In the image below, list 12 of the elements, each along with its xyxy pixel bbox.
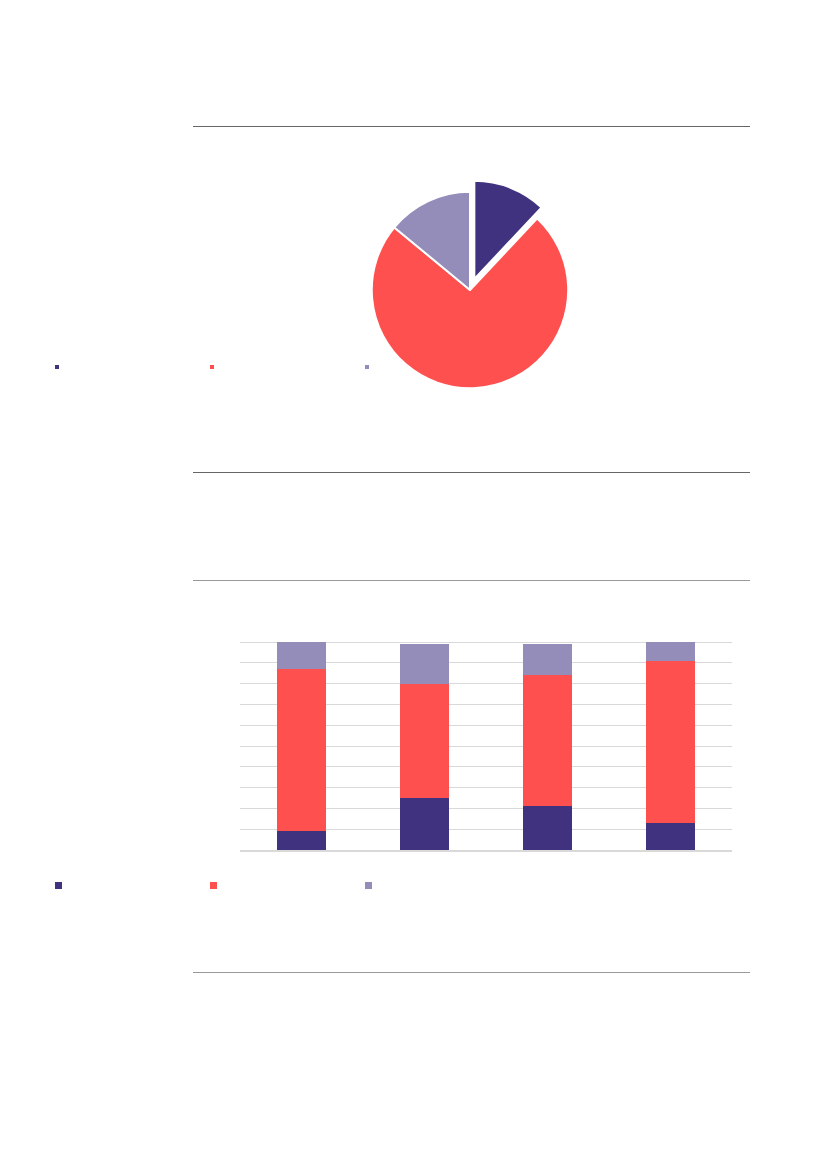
bar [399,644,450,684]
bar [522,675,573,807]
bar [276,831,327,850]
bar [276,669,327,832]
bar [645,822,696,850]
bar [522,644,573,676]
bar [645,660,696,823]
bar [522,806,573,850]
bar [645,642,696,661]
bar [276,642,327,670]
bar [399,798,450,850]
bar [399,683,450,799]
